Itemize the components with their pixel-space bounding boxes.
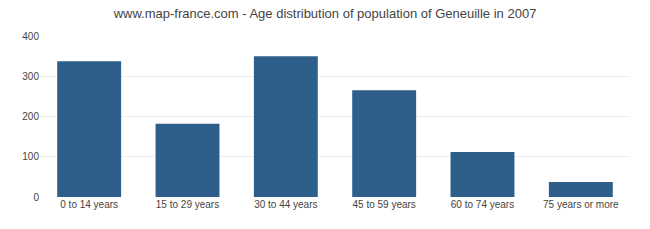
svg-text:30 to 44 years: 30 to 44 years (254, 199, 317, 210)
svg-text:0: 0 (33, 192, 39, 203)
svg-text:www.map-france.com - Age distr: www.map-france.com - Age distribution of… (113, 6, 537, 21)
svg-text:100: 100 (22, 151, 39, 162)
svg-text:45 to 59 years: 45 to 59 years (352, 199, 415, 210)
svg-text:200: 200 (22, 111, 39, 122)
svg-text:75 years or more: 75 years or more (543, 199, 619, 210)
svg-text:0 to 14 years: 0 to 14 years (60, 199, 118, 210)
svg-text:60 to 74 years: 60 to 74 years (451, 199, 514, 210)
svg-text:15 to 29 years: 15 to 29 years (156, 199, 219, 210)
svg-text:300: 300 (22, 71, 39, 82)
svg-text:400: 400 (22, 31, 39, 42)
